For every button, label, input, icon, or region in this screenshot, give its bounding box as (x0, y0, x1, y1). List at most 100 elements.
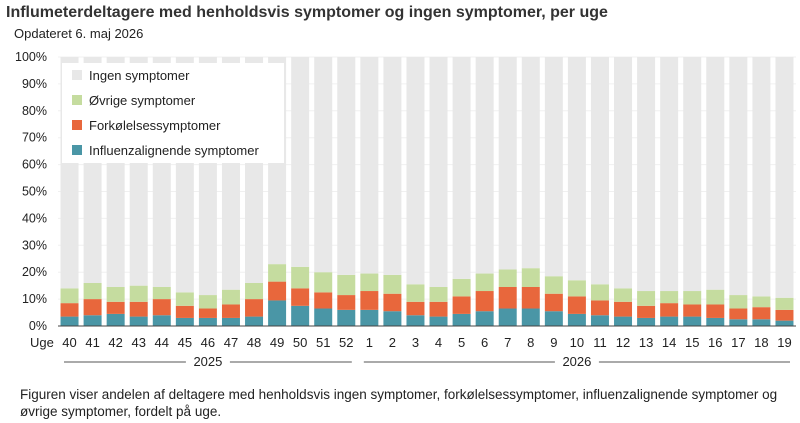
y-tick-label: 70% (22, 131, 47, 145)
bar-segment (683, 316, 702, 326)
bar-segment (360, 309, 379, 326)
x-tick-label: 12 (616, 335, 630, 350)
bar-segment (83, 299, 102, 316)
bar-segment (614, 288, 633, 302)
y-tick-label: 20% (22, 265, 47, 279)
bar-segment (106, 301, 125, 314)
bar-segment (60, 303, 79, 317)
bar-segment (60, 288, 79, 304)
bar-segment (360, 57, 379, 274)
x-tick-label: 51 (316, 335, 330, 350)
bar-segment (752, 319, 771, 326)
bar-segment (567, 296, 586, 314)
x-tick-label: 5 (458, 335, 465, 350)
bar-segment (498, 308, 517, 326)
bar-segment (152, 299, 171, 316)
year-label: 2026 (562, 354, 591, 369)
bar-segment (360, 273, 379, 292)
bar-segment (268, 281, 287, 301)
bar-segment (452, 278, 471, 297)
bar-segment (614, 301, 633, 317)
bar-segment (475, 57, 494, 274)
legend-swatch (72, 120, 82, 130)
bar-segment (498, 57, 517, 270)
x-tick-label: 4 (435, 335, 442, 350)
legend-label: Ingen symptomer (89, 68, 190, 83)
x-tick-label: 45 (178, 335, 192, 350)
bar-segment (567, 280, 586, 297)
x-tick-label: 13 (639, 335, 653, 350)
chart-title: Influmeterdeltagere med henholdsvis symp… (6, 4, 608, 21)
bar-segment (660, 303, 679, 317)
x-tick-label: 9 (550, 335, 557, 350)
bar-segment (475, 273, 494, 292)
bar-segment (429, 301, 448, 317)
bar-segment (775, 309, 794, 321)
y-tick-label: 0% (29, 319, 47, 333)
x-tick-label: 14 (662, 335, 676, 350)
bar-segment (452, 296, 471, 314)
bar-segment (614, 57, 633, 289)
bar-segment (567, 57, 586, 281)
bar-segment (637, 317, 656, 326)
bar-segment (291, 57, 310, 267)
bar-segment (660, 57, 679, 292)
bar-segment (337, 57, 356, 275)
x-tick-label: 18 (754, 335, 768, 350)
legend-swatch (72, 145, 82, 155)
bar-segment (291, 266, 310, 289)
bar-segment (660, 291, 679, 304)
bar-segment (268, 264, 287, 282)
bar-segment (521, 308, 540, 326)
x-tick-label: 47 (224, 335, 238, 350)
bar-segment (406, 284, 425, 302)
legend-label: Øvrige symptomer (89, 93, 196, 108)
bar-segment (706, 304, 725, 318)
y-tick-label: 50% (22, 185, 47, 199)
x-tick-label: 10 (570, 335, 584, 350)
bar-segment (521, 286, 540, 309)
bar-segment (683, 57, 702, 292)
bar-segment (268, 300, 287, 326)
bar-segment (383, 57, 402, 275)
y-tick-label: 30% (22, 238, 47, 252)
x-tick-label: 43 (131, 335, 145, 350)
bar-segment (498, 269, 517, 287)
bar-segment (683, 304, 702, 317)
y-tick-label: 60% (22, 158, 47, 172)
bar-segment (614, 316, 633, 326)
bar-segment (475, 291, 494, 312)
figure-caption: Figuren viser andelen af deltagere med h… (20, 387, 778, 419)
chart-subtitle: Opdateret 6. maj 2026 (14, 26, 144, 41)
bar-segment (775, 320, 794, 326)
bar-segment (544, 57, 563, 277)
x-tick-label: 52 (339, 335, 353, 350)
bar-segment (175, 292, 194, 306)
y-tick-labels: 0% 10% 20% 30% 40% 50% 60% 70% 80% 90% 100% (15, 50, 47, 333)
bar-segment (706, 317, 725, 326)
x-tick-label: 7 (504, 335, 511, 350)
x-tick-label: 44 (155, 335, 169, 350)
bar-segment (729, 57, 748, 296)
bar-segment (245, 299, 264, 317)
bar-segment (245, 316, 264, 326)
year-label: 2025 (193, 354, 222, 369)
bar-segment (314, 272, 333, 293)
x-tick-label: 2 (389, 335, 396, 350)
x-tick-label: 48 (247, 335, 261, 350)
bar-segment (683, 291, 702, 305)
legend-label: Forkølelsessymptomer (89, 118, 221, 133)
bar-segment (406, 301, 425, 316)
bar-segment (83, 315, 102, 326)
bar-segment (544, 276, 563, 294)
bar-segment (291, 305, 310, 326)
x-tick-label: 42 (108, 335, 122, 350)
legend-label: Influenzalignende symptomer (89, 143, 259, 158)
bar-segment (152, 315, 171, 326)
x-tick-label: 49 (270, 335, 284, 350)
year-groups: 2025 2026 (64, 354, 790, 369)
bar-segment (706, 57, 725, 290)
bar-segment (314, 308, 333, 326)
y-tick-label: 80% (22, 104, 47, 118)
bar-segment (383, 274, 402, 294)
